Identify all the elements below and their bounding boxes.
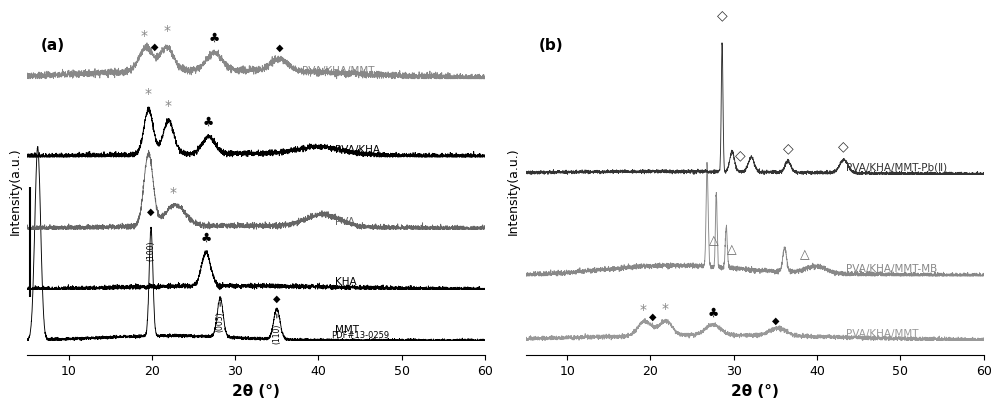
Text: △: △ xyxy=(800,248,809,261)
Text: PVA/KHA/MMT-Pb(Ⅱ): PVA/KHA/MMT-Pb(Ⅱ) xyxy=(846,163,947,173)
Text: PDF#13-0259: PDF#13-0259 xyxy=(331,331,389,340)
Text: ◇: ◇ xyxy=(838,140,849,153)
Text: *: * xyxy=(163,24,170,38)
Text: *: * xyxy=(169,186,176,200)
X-axis label: 2θ (°): 2θ (°) xyxy=(232,384,280,399)
Text: ◇: ◇ xyxy=(735,149,746,162)
Y-axis label: Intensity(a.u.): Intensity(a.u.) xyxy=(507,148,520,236)
Text: ◇: ◇ xyxy=(783,142,793,155)
Text: ♣: ♣ xyxy=(203,116,214,129)
Text: KHA: KHA xyxy=(335,277,357,287)
Text: PVA/KHA/MMT-MB: PVA/KHA/MMT-MB xyxy=(846,265,938,274)
Text: ♣: ♣ xyxy=(200,232,212,245)
Text: *: * xyxy=(144,87,151,101)
Text: MMT: MMT xyxy=(335,325,359,335)
Text: ◇: ◇ xyxy=(717,8,727,22)
Text: △: △ xyxy=(709,234,719,247)
Text: (100): (100) xyxy=(147,241,156,261)
Text: ♣: ♣ xyxy=(707,307,719,320)
Text: ♣: ♣ xyxy=(209,32,220,45)
Text: ◆: ◆ xyxy=(216,281,224,291)
Text: ◆: ◆ xyxy=(772,315,779,326)
Text: *: * xyxy=(639,303,646,317)
Text: ◆: ◆ xyxy=(273,294,281,304)
Text: (b): (b) xyxy=(539,38,564,53)
Text: ◆: ◆ xyxy=(649,312,657,322)
X-axis label: 2θ (°): 2θ (°) xyxy=(731,384,779,399)
Text: ◆: ◆ xyxy=(147,206,155,217)
Text: ◆: ◆ xyxy=(151,42,158,52)
Y-axis label: Intensity(a.u.): Intensity(a.u.) xyxy=(8,148,21,236)
Text: (a): (a) xyxy=(41,38,65,53)
Text: ◆: ◆ xyxy=(276,43,283,53)
Text: PVA/KHA: PVA/KHA xyxy=(335,144,380,155)
Text: *: * xyxy=(662,302,669,316)
Text: *: * xyxy=(165,99,172,113)
Text: (110): (110) xyxy=(272,323,281,344)
Text: PVA/KHA/MMT: PVA/KHA/MMT xyxy=(846,329,919,339)
Text: PVA/KHA/MMT: PVA/KHA/MMT xyxy=(302,66,374,77)
Text: PVA: PVA xyxy=(335,217,355,227)
Text: (005): (005) xyxy=(216,311,225,332)
Text: *: * xyxy=(141,29,148,43)
Text: △: △ xyxy=(727,243,737,256)
